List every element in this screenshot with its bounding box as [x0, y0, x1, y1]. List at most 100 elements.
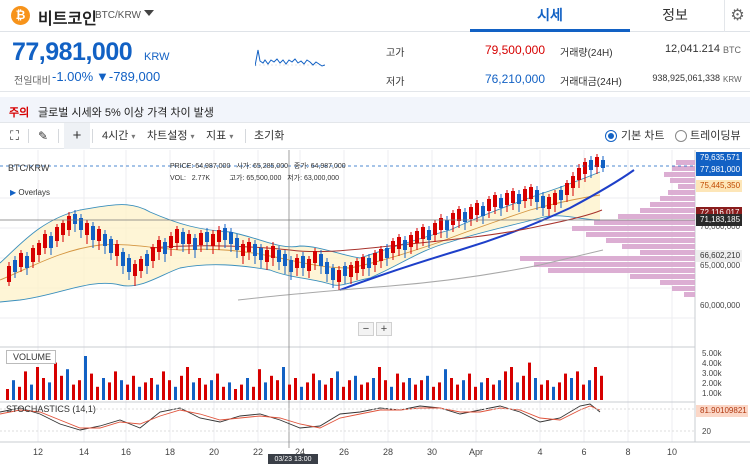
volume-bar: [426, 375, 429, 400]
volume-label: 거래량(24H): [560, 48, 613, 59]
ohlc-open-label: 시가:: [236, 163, 252, 170]
volume-bar: [258, 369, 261, 400]
price-chart[interactable]: 12 14 16 18 20 22 24 26 28 30 Apr 4 6 8 …: [0, 150, 750, 464]
volume-bar: [120, 380, 123, 400]
chevron-down-icon[interactable]: [144, 10, 154, 16]
x-tick: 30: [427, 447, 437, 457]
volume-bar: [156, 384, 159, 400]
volume-bar: [30, 384, 33, 400]
volume-bar: [420, 380, 423, 400]
interval-label: 4시간: [102, 130, 129, 142]
volume-bar: [216, 373, 219, 400]
price-summary: 77,981,000 KRW 전일대비 -1.00% ▼-789,000 고가 …: [0, 32, 750, 92]
volume-bar: [192, 382, 195, 400]
coin-header: ₿ 비트코인 BTC/KRW 시세 정보 ⚙: [0, 0, 750, 32]
stochastic-k-line: [0, 403, 601, 431]
bollinger-middle: [0, 194, 601, 281]
volume-bar: [240, 384, 243, 400]
volume-bar: [324, 384, 327, 400]
high-price-tag: 79,635,571: [696, 152, 742, 164]
ohlc-low: 63,000,000: [304, 175, 340, 182]
amount-label: 거래대금(24H): [560, 77, 622, 88]
chart-toolbar: ⛶ ✎ + 4시간 ▾ 차트설정 ▾ 지표 ▾ 초기화 기본 차트 트레이딩뷰: [0, 123, 750, 149]
tradingview-label[interactable]: 트레이딩뷰: [690, 130, 741, 142]
volume-bar: [108, 382, 111, 400]
fullscreen-icon[interactable]: ⛶: [10, 128, 20, 143]
volume-bar: [570, 378, 573, 400]
chevron-down-icon: ▾: [190, 132, 195, 141]
volume-bar: [300, 386, 303, 400]
high-label: 고가: [386, 48, 405, 59]
overlays-toggle[interactable]: ▶ Overlays: [10, 188, 50, 197]
volume-bar: [36, 367, 39, 400]
volume-bar: [210, 380, 213, 400]
zoom-out-button[interactable]: −: [358, 322, 374, 336]
notice-tag: 주의: [9, 107, 30, 119]
volume-bar: [186, 367, 189, 400]
volume-bar: [366, 382, 369, 400]
indicators-menu[interactable]: 지표 ▾: [206, 123, 233, 149]
volume-bar: [288, 384, 291, 400]
volume-bar: [396, 373, 399, 400]
x-tick: 22: [253, 447, 263, 457]
volume-profile: [520, 160, 695, 297]
volume-bar: [462, 380, 465, 400]
x-tick: 28: [383, 447, 393, 457]
change-label: 전일대비: [14, 76, 51, 87]
divider: [92, 129, 93, 143]
volume-bar: [54, 362, 57, 400]
pencil-icon[interactable]: ✎: [38, 129, 49, 143]
x-axis-labels: 12 14 16 18 20 22 24 26 28 30 Apr 4 6 8 …: [33, 447, 677, 457]
interval-select[interactable]: 4시간 ▾: [102, 123, 135, 149]
volume-bar: [66, 369, 69, 400]
volume-bar: [306, 382, 309, 400]
crosshair-icon[interactable]: +: [64, 123, 90, 149]
y-tick: 4.00k: [702, 359, 723, 368]
volume-bar: [330, 378, 333, 400]
coin-pair[interactable]: BTC/KRW: [95, 10, 141, 21]
y-tick: 2.00k: [702, 379, 723, 388]
volume-bar: [372, 378, 375, 400]
volume-bar: [78, 380, 81, 400]
price-unit: KRW: [144, 51, 170, 63]
bitcoin-logo-icon: ₿: [11, 6, 30, 25]
stochastic-value-tag: 81.90109821: [696, 405, 748, 417]
volume-bar: [174, 386, 177, 400]
stochastic-d-line: [0, 405, 601, 429]
basic-chart-label[interactable]: 기본 차트: [621, 130, 665, 142]
gear-icon[interactable]: ⚙: [724, 0, 750, 32]
triangle-right-icon: ▶: [10, 188, 17, 197]
chart-settings-menu[interactable]: 차트설정 ▾: [147, 123, 195, 149]
y-tick: 5.00k: [702, 349, 723, 358]
high-value: 79,500,000: [484, 43, 545, 57]
volume-bar: [504, 371, 507, 400]
basic-chart-radio[interactable]: [605, 130, 617, 142]
volume-bar: [180, 375, 183, 400]
tradingview-radio[interactable]: [675, 130, 687, 142]
volume-bar: [96, 386, 99, 400]
volume-bar: [492, 384, 495, 400]
volume-bar: [378, 367, 381, 400]
x-tick: 18: [165, 447, 175, 457]
volume-bar: [270, 375, 273, 400]
chart-canvas[interactable]: 12 14 16 18 20 22 24 26 28 30 Apr 4 6 8 …: [0, 150, 750, 464]
current-price: 77,981,000: [12, 38, 133, 66]
volume-bar: [600, 375, 603, 400]
divider: [28, 129, 29, 143]
ohlc-price-label: PRICE:: [170, 163, 194, 170]
volume-bar: [246, 378, 249, 400]
volume-bar: [414, 384, 417, 400]
ohlc-high-label: 고가:: [229, 175, 245, 182]
x-tick: 6: [581, 447, 586, 457]
y-tick: 3.00k: [702, 369, 723, 378]
volume-bar: [474, 386, 477, 400]
volume-bar: [12, 380, 15, 400]
reset-button[interactable]: 초기화: [254, 130, 285, 142]
volume-bar: [444, 369, 447, 400]
tab-market[interactable]: 시세: [470, 0, 630, 32]
bollinger-lower: [0, 215, 601, 303]
coin-name[interactable]: 비트코인: [38, 11, 97, 28]
volume-bar: [342, 386, 345, 400]
zoom-in-button[interactable]: +: [376, 322, 392, 336]
tab-info[interactable]: 정보: [662, 7, 688, 23]
